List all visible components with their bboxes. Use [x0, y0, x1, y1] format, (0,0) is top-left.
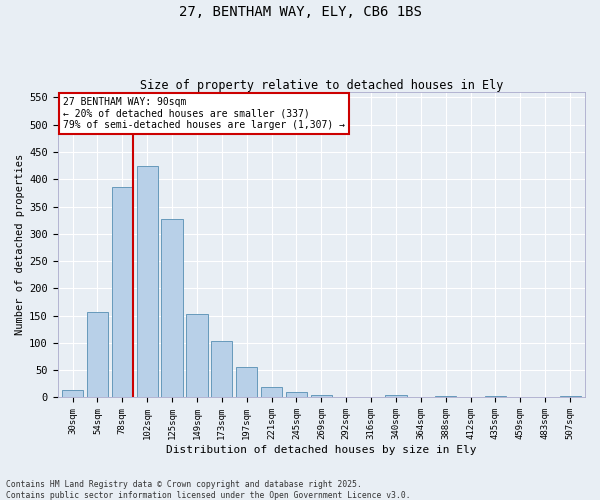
Bar [161, 218, 182, 398]
Bar [485, 396, 506, 398]
Bar [435, 396, 456, 398]
Bar [535, 397, 556, 398]
Text: 27, BENTHAM WAY, ELY, CB6 1BS: 27, BENTHAM WAY, ELY, CB6 1BS [179, 5, 421, 19]
Bar [87, 312, 108, 398]
Bar [286, 392, 307, 398]
Text: Contains HM Land Registry data © Crown copyright and database right 2025.
Contai: Contains HM Land Registry data © Crown c… [6, 480, 410, 500]
X-axis label: Distribution of detached houses by size in Ely: Distribution of detached houses by size … [166, 445, 476, 455]
Bar [112, 188, 133, 398]
Bar [311, 396, 332, 398]
Text: 27 BENTHAM WAY: 90sqm
← 20% of detached houses are smaller (337)
79% of semi-det: 27 BENTHAM WAY: 90sqm ← 20% of detached … [63, 96, 345, 130]
Bar [62, 390, 83, 398]
Bar [385, 396, 407, 398]
Bar [261, 387, 282, 398]
Bar [211, 340, 232, 398]
Bar [236, 367, 257, 398]
Bar [335, 397, 357, 398]
Title: Size of property relative to detached houses in Ely: Size of property relative to detached ho… [140, 79, 503, 92]
Bar [560, 396, 581, 398]
Bar [137, 166, 158, 398]
Y-axis label: Number of detached properties: Number of detached properties [15, 154, 25, 336]
Bar [187, 314, 208, 398]
